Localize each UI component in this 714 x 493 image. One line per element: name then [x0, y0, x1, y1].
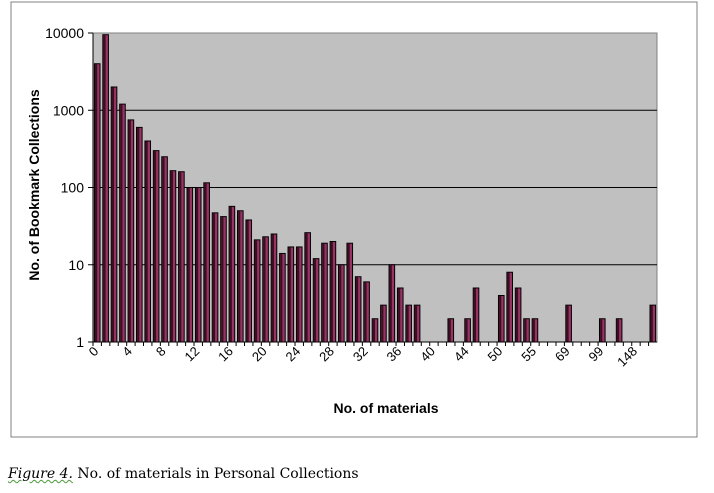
bar-shade: [137, 127, 140, 342]
bar-shade: [650, 305, 653, 342]
bar-shade: [162, 157, 165, 342]
bar-shade: [212, 213, 216, 342]
x-axis-label: No. of materials: [333, 400, 438, 416]
bar-shade: [566, 305, 569, 342]
bar-shade: [389, 265, 392, 342]
figure-caption: Figure 4. No. of materials in Personal C…: [8, 466, 359, 482]
bar-shade: [532, 319, 535, 342]
bar-shade: [473, 288, 477, 342]
bar-shade: [448, 319, 451, 342]
bar-shade: [406, 305, 409, 342]
bar-shade: [355, 277, 359, 342]
bar-shade: [187, 188, 190, 342]
bar-shade: [153, 151, 157, 342]
bar-shade: [288, 247, 291, 342]
bar-shade: [120, 104, 123, 342]
bar-shade: [221, 217, 224, 342]
bar-shade: [515, 288, 519, 342]
bar-shade: [507, 272, 510, 342]
bar-shade: [524, 319, 527, 342]
bar-shade: [297, 247, 300, 342]
y-tick-label: 100: [61, 180, 85, 196]
figure-label: Figure 4.: [8, 466, 73, 482]
y-tick-label: 10: [68, 257, 84, 273]
bar-shade: [229, 206, 232, 342]
bar-shade: [499, 295, 502, 342]
bar-shade: [414, 305, 418, 342]
bar-shade: [238, 211, 241, 342]
bar-shade: [204, 183, 207, 342]
bar-shade: [170, 171, 173, 342]
bar-shade: [372, 319, 375, 342]
bar-shade: [271, 234, 274, 342]
bar-shade: [103, 35, 106, 342]
bar-shade: [322, 243, 325, 342]
bar-shade: [179, 172, 182, 342]
bar-shade: [381, 305, 384, 342]
bar-shade: [339, 265, 342, 342]
y-tick-label: 10000: [45, 25, 84, 41]
bar-shade: [246, 220, 249, 342]
y-tick-label: 1: [76, 334, 84, 350]
bar-shade: [263, 237, 266, 342]
bar-shade: [280, 253, 283, 342]
bar-shade: [128, 120, 131, 342]
bar-shade: [145, 141, 148, 342]
bar-shade: [600, 319, 603, 342]
bar-shade: [330, 241, 333, 342]
bar-shade: [254, 240, 258, 342]
bar-shade: [364, 282, 367, 342]
bar-shade: [305, 233, 308, 342]
bar-shade: [398, 288, 401, 342]
bar-shade: [465, 319, 468, 342]
bar-shade: [95, 64, 98, 342]
bar-shade: [616, 319, 620, 342]
bar-shade: [347, 243, 350, 342]
caption-text: No. of materials in Personal Collections: [72, 466, 359, 482]
bar-shade: [111, 87, 115, 342]
bar-shade: [196, 188, 199, 342]
y-tick-label: 1000: [53, 102, 84, 118]
bar-shade: [313, 259, 317, 342]
y-axis-label: No. of Bookmark Collections: [26, 89, 42, 281]
